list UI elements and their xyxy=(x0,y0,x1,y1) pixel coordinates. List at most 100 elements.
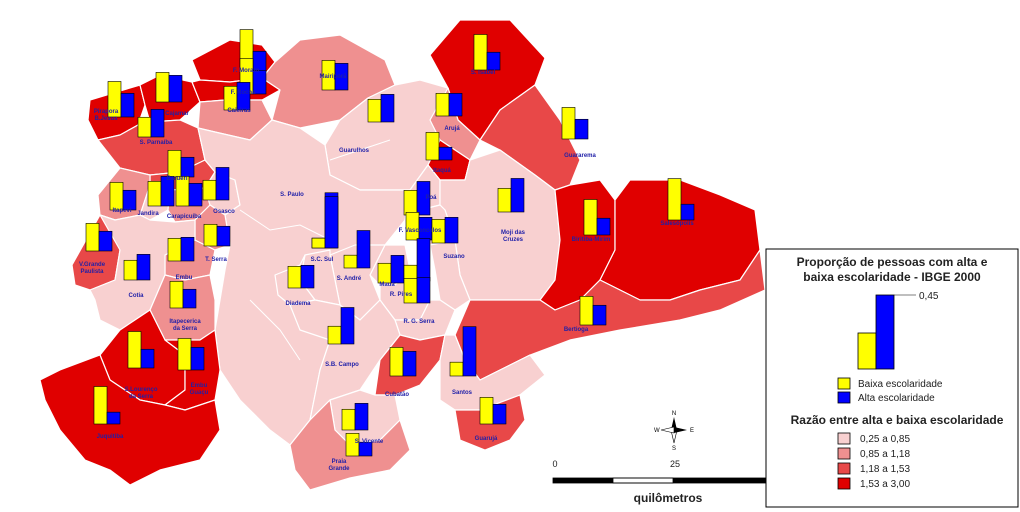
bar-low-39 xyxy=(389,347,404,377)
municipality-label: Santos xyxy=(452,390,473,396)
legend-class-label: 0,25 a 0,85 xyxy=(860,434,910,445)
bar-low-42 xyxy=(479,397,494,425)
bar-low-40 xyxy=(449,361,464,377)
bar-high-27 xyxy=(356,230,371,269)
municipality-label: Suzano xyxy=(443,254,465,260)
bar-high-17 xyxy=(416,181,431,216)
scale-segment xyxy=(673,478,766,483)
municipality-label: Barueri xyxy=(166,176,187,182)
bar-low-11 xyxy=(561,107,576,140)
municipality-label: Itapecerica xyxy=(169,319,201,325)
legend-title-line2: baixa escolaridade - IBGE 2000 xyxy=(803,270,981,284)
legend-ratio-title: Razão entre alta e baixa escolaridade xyxy=(791,413,1004,427)
bar-low-13 xyxy=(109,182,124,211)
bar-high-23 xyxy=(98,230,113,252)
bar-low-27 xyxy=(343,254,358,269)
bar-low-19 xyxy=(497,188,512,213)
compass-s: S xyxy=(672,446,676,452)
bar-low-37 xyxy=(127,331,142,369)
legend-class-label: 1,18 a 1,53 xyxy=(860,464,910,475)
municipality-label: S. Isabel xyxy=(471,70,496,76)
bar-low-9 xyxy=(367,99,382,123)
municipality-label: S. André xyxy=(337,276,362,282)
bar-high-3 xyxy=(252,70,267,95)
bar-low-6 xyxy=(473,34,488,71)
bar-high-44 xyxy=(358,441,373,457)
bar-high-9 xyxy=(380,94,395,123)
compass-n: N xyxy=(672,411,676,417)
bar-low-36 xyxy=(327,325,342,345)
municipality-label: Itaquá xyxy=(433,168,451,174)
bar-low-35 xyxy=(579,296,594,326)
municipality-label: Salesópolis xyxy=(660,221,694,227)
inner-boundary-lines xyxy=(239,139,391,361)
municipality-label: Jandira xyxy=(137,211,159,217)
legend-low-bar xyxy=(857,332,877,370)
bar-high-36 xyxy=(340,307,355,345)
compass-arrow-west xyxy=(660,426,675,434)
region-juquitiba xyxy=(39,354,221,486)
scale-segment xyxy=(612,477,674,484)
bar-low-14 xyxy=(147,181,162,207)
legend-class-label: 0,85 a 1,18 xyxy=(860,449,910,460)
bar-low-30 xyxy=(123,259,138,281)
municipality-label: Caieiras xyxy=(227,108,251,114)
municipality-label-line2: Guaçu xyxy=(190,390,209,396)
compass-w: W xyxy=(654,428,660,434)
municipality-label: S. Vicente xyxy=(355,439,384,445)
bar-high-34 xyxy=(182,288,197,309)
municipality-label: Carapicuíba xyxy=(167,214,202,220)
municipality-label: Mauá xyxy=(379,282,395,288)
bar-high-35 xyxy=(592,304,607,326)
municipality-label: S.C. Sul xyxy=(311,257,334,263)
municipality-label: V.Grande xyxy=(79,262,106,268)
bar-high-0 xyxy=(120,93,135,118)
bar-high-37 xyxy=(140,348,155,369)
municipality-label: Embu xyxy=(176,275,193,281)
legend-reference-value: 0,45 xyxy=(919,291,939,302)
scale-mid: 25 xyxy=(670,459,680,469)
bar-high-11 xyxy=(574,118,589,140)
bar-low-8 xyxy=(167,150,182,178)
municipality-label: Bertioga xyxy=(564,327,589,333)
bar-high-7 xyxy=(150,109,165,138)
bar-low-1 xyxy=(155,72,170,103)
bar-high-13 xyxy=(122,189,137,211)
bar-high-30 xyxy=(136,254,151,281)
municipality-label: Itapevi xyxy=(112,208,131,214)
bar-high-26 xyxy=(324,196,339,249)
legend-high-label: Alta escolaridade xyxy=(858,393,935,404)
bar-high-39 xyxy=(402,351,417,377)
municipality-label: Guarulhos xyxy=(339,148,370,154)
bar-high-21 xyxy=(680,203,695,221)
scale-start: 0 xyxy=(552,459,557,469)
municipality-label: Mairiporã xyxy=(319,74,347,80)
bar-high-15 xyxy=(188,183,203,207)
municipality-label: S. Parnaíba xyxy=(140,140,173,146)
compass-e: E xyxy=(690,428,694,434)
bar-low-21 xyxy=(667,178,682,221)
municipality-label: Cubatão xyxy=(385,392,409,398)
scale-segment xyxy=(553,478,613,483)
bar-high-38 xyxy=(190,347,205,371)
municipality-label: Cotia xyxy=(129,293,145,299)
bar-high-5 xyxy=(334,63,349,91)
scale-frame xyxy=(552,477,767,484)
bar-high-20 xyxy=(596,217,611,236)
legend-box: Proporção de pessoas com alta e baixa es… xyxy=(765,248,1019,508)
bar-high-1 xyxy=(168,75,183,103)
municipality-label-line2: da Serra xyxy=(129,394,154,400)
bar-low-22 xyxy=(405,212,420,241)
boundary-line xyxy=(239,209,331,241)
municipality-label: Arujá xyxy=(444,126,460,132)
bar-high-16 xyxy=(215,167,230,201)
bar-high-41 xyxy=(106,411,121,425)
legend-high-swatch xyxy=(837,391,851,404)
municipality-label: Praia xyxy=(332,459,347,465)
bar-low-33 xyxy=(403,278,418,304)
municipality-label: F. Morato xyxy=(233,68,260,74)
bar-high-4 xyxy=(236,82,251,111)
